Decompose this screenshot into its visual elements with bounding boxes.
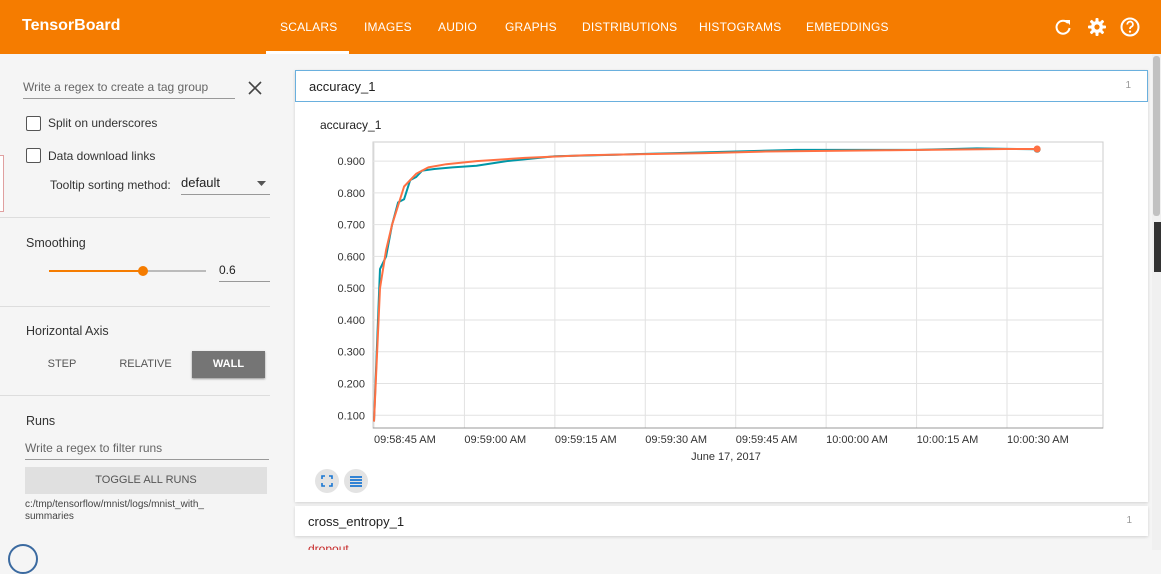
y-tick-label: 0.300 xyxy=(337,347,365,359)
split-underscores-checkbox[interactable] xyxy=(26,116,41,131)
slider-fill xyxy=(49,270,144,272)
scrollbar-thumb[interactable] xyxy=(1153,56,1160,216)
fullscreen-button[interactable] xyxy=(315,469,339,493)
sidebar: Write a regex to create a tag group Spli… xyxy=(0,54,280,574)
tooltip-sort-value: default xyxy=(181,175,221,190)
axis-wall-button[interactable]: WALL xyxy=(192,351,265,378)
tooltip-sort-label: Tooltip sorting method: xyxy=(50,178,171,192)
y-tick-label: 0.200 xyxy=(337,379,365,391)
x-tick-label: 09:59:30 AM xyxy=(645,434,707,446)
axis-relative-button[interactable]: RELATIVE xyxy=(119,358,172,370)
tab-audio[interactable]: AUDIO xyxy=(438,20,478,34)
chart-card-cross-entropy[interactable]: cross_entropy_1 1 xyxy=(295,506,1148,536)
main-content: accuracy_1 1 accuracy_1 0.900 0.800 0.700 0… xyxy=(286,62,1152,550)
divider xyxy=(0,395,270,396)
close-icon[interactable] xyxy=(248,81,262,95)
tooltip-sort-dropdown[interactable]: default xyxy=(181,174,270,195)
y-tick-label: 0.700 xyxy=(337,220,365,232)
x-tick-label: 09:58:45 AM xyxy=(374,434,436,446)
top-app-bar: TensorBoard SCALARS IMAGES AUDIO GRAPHS … xyxy=(0,0,1161,54)
list-icon xyxy=(350,476,362,487)
tab-images[interactable]: IMAGES xyxy=(364,20,412,34)
divider xyxy=(0,306,270,307)
sidebar-edge-accent xyxy=(0,155,4,212)
data-download-label: Data download links xyxy=(48,149,156,163)
plot-frame xyxy=(372,141,1104,429)
run-color-swatch[interactable] xyxy=(8,544,38,574)
series-line-2 xyxy=(373,148,1038,422)
x-tick-label: 10:00:30 AM xyxy=(1007,434,1069,446)
help-icon[interactable] xyxy=(1119,16,1141,38)
side-panel-handle[interactable] xyxy=(1154,222,1161,272)
chevron-down-icon xyxy=(257,181,266,186)
smoothing-value-input[interactable]: 0.6 xyxy=(219,263,270,282)
card-title-dropout[interactable]: dropout xyxy=(308,542,349,550)
settings-icon[interactable] xyxy=(1086,16,1108,38)
x-tick-label: 09:59:00 AM xyxy=(464,434,526,446)
tab-embeddings[interactable]: EMBEDDINGS xyxy=(806,20,889,34)
x-tick-label: 10:00:15 AM xyxy=(917,434,979,446)
run-path-line: c:/tmp/tensorflow/mnist/logs/mnist_with_ xyxy=(25,499,204,510)
data-download-checkbox[interactable] xyxy=(26,148,41,163)
runs-label: Runs xyxy=(26,414,56,428)
card-title: cross_entropy_1 xyxy=(308,514,405,529)
active-tab-indicator xyxy=(266,51,349,54)
smoothing-slider[interactable] xyxy=(49,265,206,277)
run-path[interactable]: c:/tmp/tensorflow/mnist/logs/mnist_with_… xyxy=(25,499,204,523)
y-tick-label: 0.500 xyxy=(337,283,365,295)
horizontal-axis-label: Horizontal Axis xyxy=(26,324,109,338)
run-path-line: summaries xyxy=(25,511,74,522)
y-tick-label: 0.600 xyxy=(337,251,365,263)
chart-title: accuracy_1 xyxy=(320,118,382,132)
refresh-icon[interactable] xyxy=(1052,16,1074,38)
axis-step-button[interactable]: STEP xyxy=(47,358,77,370)
card-title: accuracy_1 xyxy=(309,79,376,94)
y-tick-label: 0.800 xyxy=(337,188,365,200)
x-tick-label: 10:00:00 AM xyxy=(826,434,888,446)
toggle-all-runs-button[interactable]: TOGGLE ALL RUNS xyxy=(25,467,267,494)
x-tick-label: 09:59:45 AM xyxy=(736,434,798,446)
x-axis-label: June 17, 2017 xyxy=(691,451,761,463)
card-count: 1 xyxy=(1126,515,1132,526)
y-tick-label: 0.900 xyxy=(337,156,365,168)
runs-regex-input[interactable]: Write a regex to filter runs xyxy=(25,441,269,460)
tag-group-regex-input[interactable]: Write a regex to create a tag group xyxy=(23,80,235,99)
divider xyxy=(0,217,270,218)
app-title: TensorBoard xyxy=(22,17,121,34)
x-tick-label: 09:59:15 AM xyxy=(555,434,617,446)
series-line-1 xyxy=(373,147,1038,422)
scrollbar[interactable] xyxy=(1152,54,1161,550)
fullscreen-icon xyxy=(321,475,333,487)
series-end-point-2 xyxy=(1033,145,1041,153)
slider-knob[interactable] xyxy=(138,266,149,276)
card-count: 1 xyxy=(1125,80,1131,91)
y-tick-label: 0.400 xyxy=(337,315,365,327)
tab-histograms[interactable]: HISTOGRAMS xyxy=(699,20,782,34)
chart-card-accuracy: accuracy_1 1 accuracy_1 0.900 0.800 0.700 0… xyxy=(295,70,1148,502)
toggle-log-button[interactable] xyxy=(344,469,368,493)
tab-scalars[interactable]: SCALARS xyxy=(280,20,338,34)
tab-distributions[interactable]: DISTRIBUTIONS xyxy=(582,20,678,34)
tab-graphs[interactable]: GRAPHS xyxy=(505,20,557,34)
accuracy-chart[interactable]: 0.900 0.800 0.700 0.600 0.500 0.400 0.300 0.200… xyxy=(295,130,1148,470)
smoothing-label: Smoothing xyxy=(26,236,86,250)
card-header[interactable]: accuracy_1 1 xyxy=(295,70,1148,102)
split-underscores-label: Split on underscores xyxy=(48,116,158,130)
y-tick-label: 0.100 xyxy=(337,410,365,422)
